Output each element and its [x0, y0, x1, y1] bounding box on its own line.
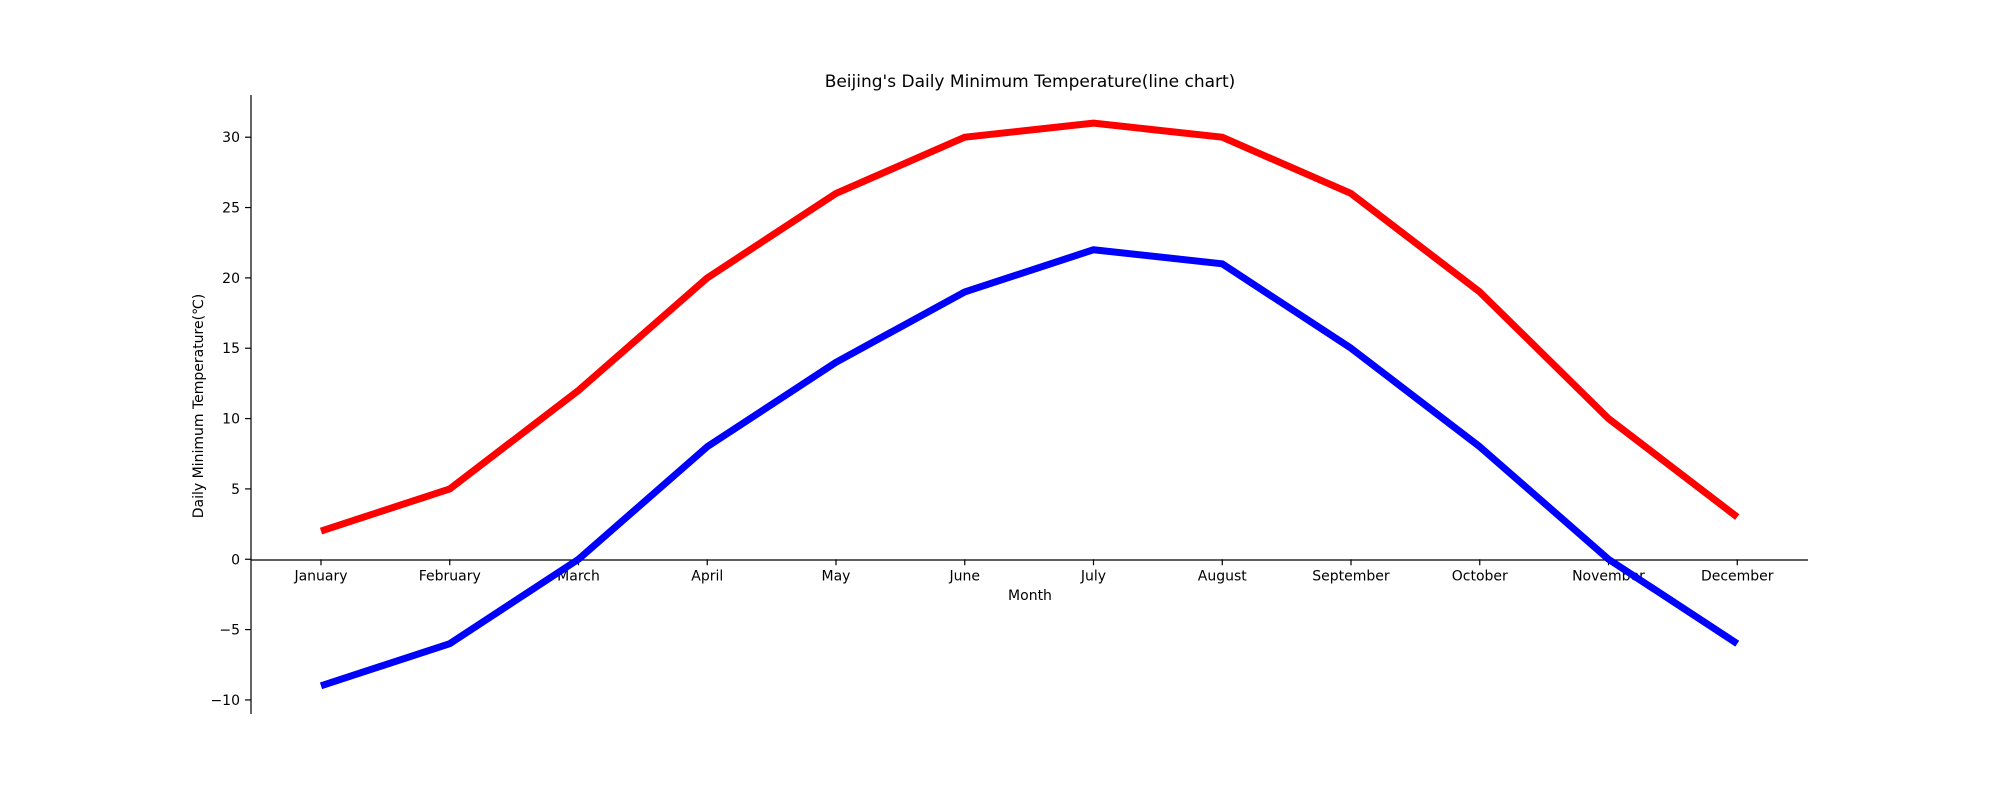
- x-tick-label: June: [949, 568, 981, 584]
- y-tick-label: 10: [222, 412, 240, 428]
- x-tick-label: September: [1312, 568, 1390, 584]
- x-tick-label: August: [1198, 568, 1248, 584]
- y-ticks: −10 −5 0 5 10 15 20 25 30: [210, 130, 251, 709]
- x-tick-label: May: [822, 568, 851, 584]
- x-tick-label: March: [557, 568, 600, 584]
- series-line-2: [319, 246, 1740, 690]
- y-axis-label: Daily Minimum Temperature(℃): [191, 294, 207, 519]
- x-tick-label: July: [1080, 568, 1106, 584]
- series-line-1: [319, 119, 1740, 535]
- y-tick-label: 15: [222, 341, 240, 357]
- x-tick-label: February: [419, 568, 481, 584]
- plot-area: −10 −5 0 5 10 15 20 25 30 January February March Ap…: [210, 95, 1808, 714]
- x-tick-label: April: [691, 568, 723, 584]
- x-tick-label: January: [293, 568, 347, 584]
- x-ticks: January February March April May June July Augu…: [293, 559, 1774, 584]
- y-tick-label: −10: [210, 693, 240, 709]
- y-tick-label: −5: [219, 623, 240, 639]
- chart-title: Beijing's Daily Minimum Temperature(line…: [825, 72, 1236, 92]
- x-tick-label: October: [1452, 568, 1508, 584]
- x-tick-label: December: [1701, 568, 1774, 584]
- y-tick-label: 0: [231, 552, 240, 568]
- x-axis-label: Month: [1008, 588, 1052, 604]
- y-tick-label: 25: [222, 201, 240, 217]
- y-tick-label: 5: [231, 482, 240, 498]
- y-tick-label: 30: [222, 130, 240, 146]
- y-tick-label: 20: [222, 271, 240, 287]
- series-lines: [319, 119, 1740, 690]
